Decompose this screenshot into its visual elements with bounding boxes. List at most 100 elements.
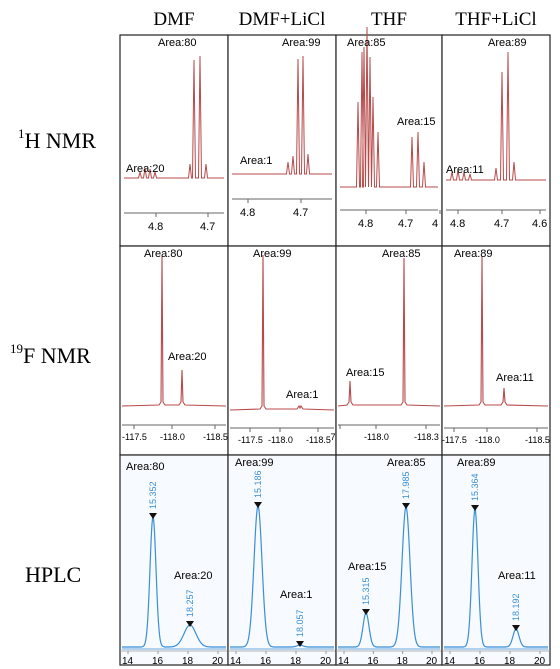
- area-label: Area:99: [282, 37, 321, 49]
- f19-panel-dmf: -117.5 -118.0 -118.5 Area:80 Area:20: [119, 245, 229, 456]
- 19f-spectrum-trace: [229, 254, 335, 411]
- h1-panel-thf-licl: 4.8 4.7 4.6 Area:11 Area:89: [441, 34, 551, 247]
- row-header-superscript: 1: [18, 126, 25, 141]
- column-header-thf: THF: [371, 9, 407, 30]
- area-label: Area:15: [346, 367, 385, 379]
- panel-frame: [227, 245, 337, 456]
- f19-panel-thf: .7 -118.0 -118.3 Area:15 Area:85: [328, 245, 443, 456]
- panel-frame: [119, 245, 229, 456]
- 19f-spectrum-trace: [337, 257, 441, 407]
- time-tick-label: 14: [338, 656, 350, 667]
- retention-time-label: 15.186: [253, 470, 263, 498]
- time-tick-label: 20: [320, 656, 332, 667]
- peak-marker: [254, 502, 262, 508]
- 19f-spectrum-trace: [443, 255, 549, 407]
- area-label: Area:11: [496, 372, 534, 384]
- column-header-dmf-licl: DMF+LiCl: [238, 9, 326, 30]
- peak-marker: [186, 621, 194, 627]
- column-header-thf-licl: THF+LiCl: [455, 9, 537, 30]
- hplc-chromatogram-trace: [338, 505, 440, 648]
- ppm-tick-label: 4.7: [200, 221, 215, 233]
- area-label: Area:1: [286, 389, 318, 401]
- time-tick-label: 16: [474, 656, 486, 667]
- area-label: Area:15: [397, 116, 436, 128]
- ppm-tick-label: -118.5: [306, 435, 331, 445]
- area-label: Area:20: [174, 570, 213, 582]
- row-header-label: F NMR: [23, 343, 91, 368]
- area-label: Area:11: [498, 570, 536, 582]
- ppm-tick-label: 4.8: [450, 218, 465, 230]
- panel-frame: [441, 454, 551, 666]
- retention-time-label: 15.315: [361, 577, 371, 605]
- ppm-tick-label: 4.6: [532, 218, 547, 230]
- area-label: Area:85: [347, 37, 386, 49]
- h1-panel-dmf-licl: 4.8 4.7 Area:1 Area:99: [227, 34, 337, 247]
- area-label: Area:99: [235, 457, 274, 469]
- retention-time-label: 18.192: [511, 593, 521, 621]
- hplc-chromatogram-trace: [230, 504, 334, 648]
- ppm-tick-label: 4.7: [398, 218, 413, 230]
- ppm-tick-label: -118.0: [364, 432, 389, 442]
- panel-frame: [335, 245, 443, 456]
- h1-panel-dmf: 4.8 4.7 Area:20 Area:80: [119, 34, 229, 247]
- 1h-spectrum-trace: [340, 26, 438, 188]
- area-label: Area:89: [488, 37, 527, 49]
- area-label: Area:85: [387, 457, 426, 469]
- retention-time-label: 18.057: [295, 609, 305, 637]
- ppm-tick-label: -118.3: [414, 432, 439, 442]
- row-header-label: H NMR: [24, 128, 97, 153]
- hplc-panel-dmf-licl: 14 16 18 20 15.186 18.057 Area:99 Area:1: [227, 454, 337, 667]
- area-label: Area:80: [126, 461, 165, 473]
- time-tick-label: 14: [122, 656, 134, 667]
- ppm-tick-label: 4.7: [494, 218, 509, 230]
- h1-panel-thf: 4.8 4.7 4 Area:85 Area:15: [335, 26, 443, 247]
- panel-frame: [335, 454, 443, 666]
- row-header-label: HPLC: [25, 562, 82, 587]
- hplc-panel-thf: 14 16 18 20 15.315 17.985 Area:15 Area:85: [335, 454, 443, 667]
- ppm-tick-label: 4.8: [358, 218, 373, 230]
- time-tick-label: 18: [504, 656, 516, 667]
- area-label: Area:99: [253, 248, 292, 260]
- time-tick-label: 14: [444, 656, 456, 667]
- 1h-spectrum-trace: [232, 55, 332, 175]
- retention-time-label: 18.257: [185, 589, 195, 617]
- area-label: Area:89: [454, 248, 493, 260]
- ppm-tick-label: 4.8: [148, 221, 163, 233]
- area-label: Area:85: [382, 248, 421, 260]
- panel-frame: [335, 34, 443, 247]
- area-label: Area:80: [158, 37, 197, 49]
- row-header-hplc: HPLC: [25, 562, 81, 588]
- ppm-tick-label: 4: [432, 218, 438, 230]
- panel-frame: [119, 454, 229, 666]
- f19-panel-thf-licl: -117.5 -118.0 -118.5 Area:89 Area:11: [441, 245, 551, 456]
- 1h-spectrum-trace: [124, 55, 224, 179]
- area-label: Area:20: [168, 351, 207, 363]
- time-tick-label: 14: [230, 656, 242, 667]
- retention-time-label: 17.985: [401, 471, 411, 499]
- time-tick-label: 16: [152, 656, 164, 667]
- ppm-tick-label: 4.7: [293, 207, 308, 219]
- time-tick-label: 16: [260, 656, 272, 667]
- time-tick-label: 16: [367, 656, 379, 667]
- 1h-spectrum-trace: [446, 51, 546, 181]
- row-header-1h-nmr: 1H NMR: [18, 126, 97, 154]
- ppm-tick-label: -118.0: [268, 435, 293, 445]
- row-header-superscript: 19: [10, 341, 23, 356]
- ppm-tick-label: -117.5: [122, 432, 147, 442]
- time-tick-label: 18: [182, 656, 194, 667]
- ppm-tick-label: -118.0: [475, 435, 500, 445]
- retention-time-label: 15.352: [148, 481, 158, 509]
- row-header-19f-nmr: 19F NMR: [10, 341, 91, 369]
- peak-marker: [512, 625, 520, 631]
- peak-marker: [402, 503, 410, 509]
- 19f-spectrum-trace: [121, 255, 227, 407]
- peak-marker: [149, 513, 157, 519]
- ppm-tick-label: -117.5: [442, 435, 467, 445]
- f19-panel-dmf-licl: -117.5 -118.0 -118.5 Area:99 Area:1: [227, 245, 337, 456]
- area-label: Area:80: [144, 248, 183, 260]
- panel-frame: [227, 34, 337, 247]
- panel-frame: [227, 454, 337, 666]
- peak-marker: [296, 641, 304, 647]
